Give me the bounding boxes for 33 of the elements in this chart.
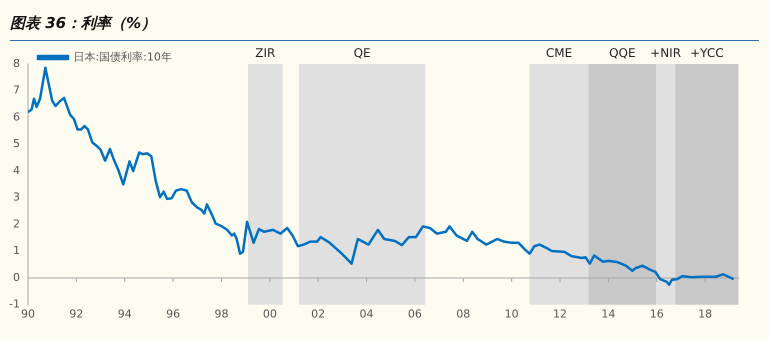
x-tick-label: 04 (360, 307, 374, 320)
x-tick-label: 10 (504, 307, 519, 320)
band-label: ZIR (255, 46, 276, 60)
y-tick-label: 1 (12, 244, 20, 258)
y-tick-label: 5 (12, 137, 20, 150)
y-tick-label: 8 (12, 56, 20, 70)
y-tick-label: 0 (12, 270, 20, 284)
legend-label: 日本:国债利率:10年 (73, 50, 172, 64)
band-label: CME (546, 46, 572, 60)
y-tick-label: 7 (12, 84, 20, 97)
band-label: QQE (609, 46, 636, 60)
band-label: +YCC (690, 46, 724, 60)
x-tick-label: 02 (311, 307, 326, 320)
y-tick-label: -1 (9, 298, 20, 311)
x-tick-label: 92 (69, 307, 84, 320)
x-tick-label: 98 (214, 307, 228, 320)
x-tick-label: 14 (601, 307, 616, 320)
band-label: +NIR (650, 46, 682, 60)
y-tick-label: 2 (12, 217, 20, 230)
x-tick-label: 12 (553, 307, 568, 320)
x-tick-label: 18 (698, 307, 712, 320)
x-tick-label: 90 (20, 307, 35, 320)
y-tick-label: 4 (12, 164, 20, 177)
y-tick-label: 3 (12, 190, 20, 204)
x-tick-label: 96 (166, 307, 180, 320)
x-tick-label: 06 (408, 307, 422, 320)
x-tick-label: 00 (262, 307, 277, 320)
y-tick-label: 6 (12, 110, 20, 124)
x-tick-label: 08 (456, 307, 470, 320)
chart-title: 图表 36：利率（%） (10, 14, 759, 41)
x-tick-label: 16 (650, 307, 664, 320)
x-tick-label: 94 (118, 307, 132, 320)
band-label: QE (354, 46, 371, 60)
